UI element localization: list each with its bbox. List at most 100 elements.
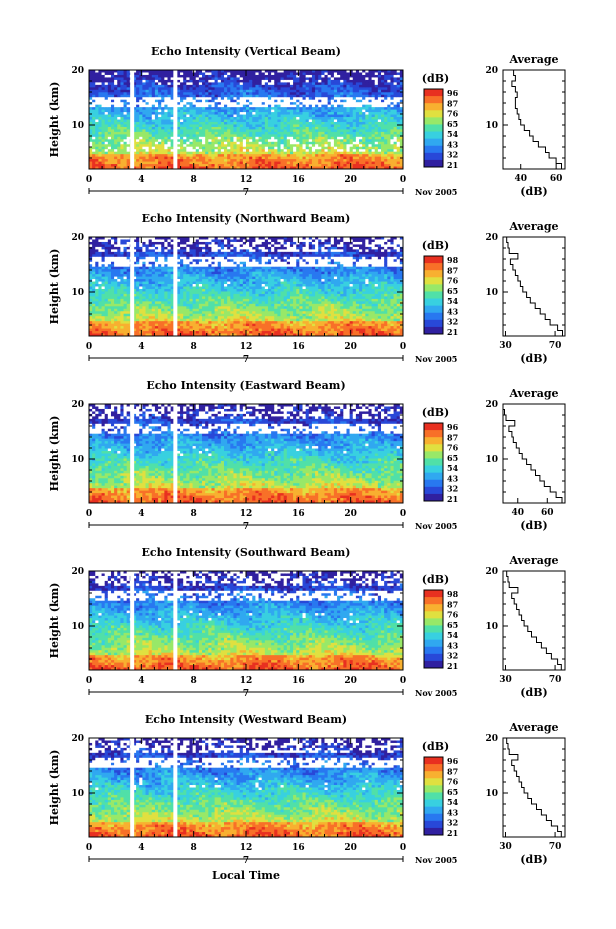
- data-gap-1: [173, 571, 178, 670]
- date-label: Nov 2005: [415, 688, 457, 698]
- colorbar-segment: [424, 145, 443, 154]
- colorbar-segment: [424, 479, 443, 488]
- colorbar-segment: [424, 305, 443, 314]
- colorbar-segment: [424, 646, 443, 655]
- y-tick-label: 20: [71, 233, 84, 243]
- data-gap-1: [173, 70, 178, 169]
- x-tick-label: 0: [86, 843, 92, 853]
- average-title: Average: [508, 554, 558, 567]
- colorbar-tick: 76: [447, 443, 459, 453]
- day-marker: 7: [243, 856, 249, 866]
- colorbar-segment: [424, 298, 443, 307]
- x-tick-label: 8: [191, 342, 197, 352]
- colorbar-tick: 21: [447, 661, 458, 671]
- date-label: Nov 2005: [415, 187, 457, 197]
- x-tick-label: 12: [240, 509, 253, 519]
- x-tick-label: 0: [86, 509, 92, 519]
- colorbar-tick: 65: [447, 119, 458, 129]
- colorbar-segment: [424, 778, 443, 786]
- colorbar-segment: [424, 493, 443, 502]
- average-profile-line: [506, 570, 562, 670]
- colorbar-tick: 43: [447, 306, 459, 316]
- avg-y-tick-label: 20: [485, 233, 498, 243]
- colorbar-segment: [424, 291, 443, 300]
- y-tick-label: 10: [71, 288, 84, 298]
- colorbar-segment: [424, 312, 443, 321]
- x-tick-label: 12: [240, 676, 253, 686]
- y-tick-label: 10: [71, 121, 84, 131]
- colorbar-segment: [424, 131, 443, 140]
- avg-x-tick-label: 40: [511, 508, 524, 518]
- x-tick-label: 20: [344, 175, 357, 185]
- y-tick-label: 20: [71, 734, 84, 744]
- colorbar-segment: [424, 159, 443, 168]
- heatmap-cells: [89, 237, 404, 337]
- colorbar-tick: 87: [447, 98, 458, 108]
- y-tick-label: 10: [71, 789, 84, 799]
- colorbar-segment: [424, 326, 443, 335]
- x-tick-label: 20: [344, 342, 357, 352]
- x-tick-label: 20: [344, 509, 357, 519]
- colorbar-segment: [424, 590, 443, 598]
- date-label: Nov 2005: [415, 521, 457, 531]
- colorbar-frame: [423, 88, 444, 168]
- data-gap-1: [173, 404, 178, 503]
- avg-x-tick-label: 70: [549, 341, 562, 351]
- average-profile-line: [502, 403, 563, 503]
- x-tick-label: 0: [400, 342, 406, 352]
- x-tick-label: 4: [138, 509, 144, 519]
- x-axis-label: Local Time: [212, 869, 280, 882]
- day-marker: 7: [243, 188, 249, 198]
- y-tick-label: 10: [71, 622, 84, 632]
- x-tick-label: 8: [191, 509, 197, 519]
- panel-title: Echo Intensity (Eastward Beam): [146, 379, 345, 392]
- x-tick-label: 12: [240, 843, 253, 853]
- colorbar-tick: 54: [447, 463, 459, 473]
- average-frame: [502, 236, 566, 337]
- average-profile-line: [506, 236, 563, 336]
- colorbar-tick: 76: [447, 610, 459, 620]
- colorbar-segment: [424, 152, 443, 161]
- colorbar-frame: [423, 255, 444, 335]
- avg-y-tick-label: 10: [485, 121, 498, 131]
- colorbar-tick: 65: [447, 787, 458, 797]
- heatmap-cells: [89, 738, 404, 838]
- colorbar-segment: [424, 764, 443, 772]
- colorbar-segment: [424, 437, 443, 445]
- colorbar-segment: [424, 813, 443, 822]
- avg-y-tick-label: 10: [485, 789, 498, 799]
- x-tick-label: 4: [138, 342, 144, 352]
- x-tick-label: 8: [191, 676, 197, 686]
- x-tick-label: 0: [86, 342, 92, 352]
- colorbar-segment: [424, 110, 443, 118]
- day-marker: 7: [243, 689, 249, 699]
- y-tick-label: 10: [71, 455, 84, 465]
- colorbar-tick: 43: [447, 473, 459, 483]
- colorbar-tick: 98: [447, 589, 459, 599]
- avg-x-label: (dB): [520, 519, 547, 532]
- colorbar-segment: [424, 96, 443, 104]
- x-tick-label: 8: [191, 175, 197, 185]
- colorbar-tick: 54: [447, 797, 459, 807]
- colorbar-segment: [424, 660, 443, 669]
- colorbar-frame: [423, 589, 444, 669]
- colorbar-segment: [424, 604, 443, 612]
- colorbar-title: (dB): [422, 740, 449, 753]
- colorbar-segment: [424, 639, 443, 648]
- panel-title: Echo Intensity (Southward Beam): [142, 546, 351, 559]
- colorbar-segment: [424, 625, 443, 634]
- avg-y-tick-label: 20: [485, 567, 498, 577]
- avg-x-tick-label: 60: [541, 508, 554, 518]
- colorbar-tick: 43: [447, 807, 459, 817]
- colorbar-segment: [424, 430, 443, 438]
- colorbar-tick: 98: [447, 255, 459, 265]
- y-axis-label: Height (km): [48, 82, 61, 158]
- colorbar-segment: [424, 277, 443, 285]
- avg-x-tick-label: 30: [499, 341, 512, 351]
- colorbar-tick: 32: [447, 651, 458, 661]
- colorbar-tick: 21: [447, 327, 458, 337]
- heatmap-cells: [89, 404, 404, 504]
- colorbar-segment: [424, 771, 443, 779]
- average-frame: [502, 403, 566, 504]
- colorbar-segment: [424, 465, 443, 474]
